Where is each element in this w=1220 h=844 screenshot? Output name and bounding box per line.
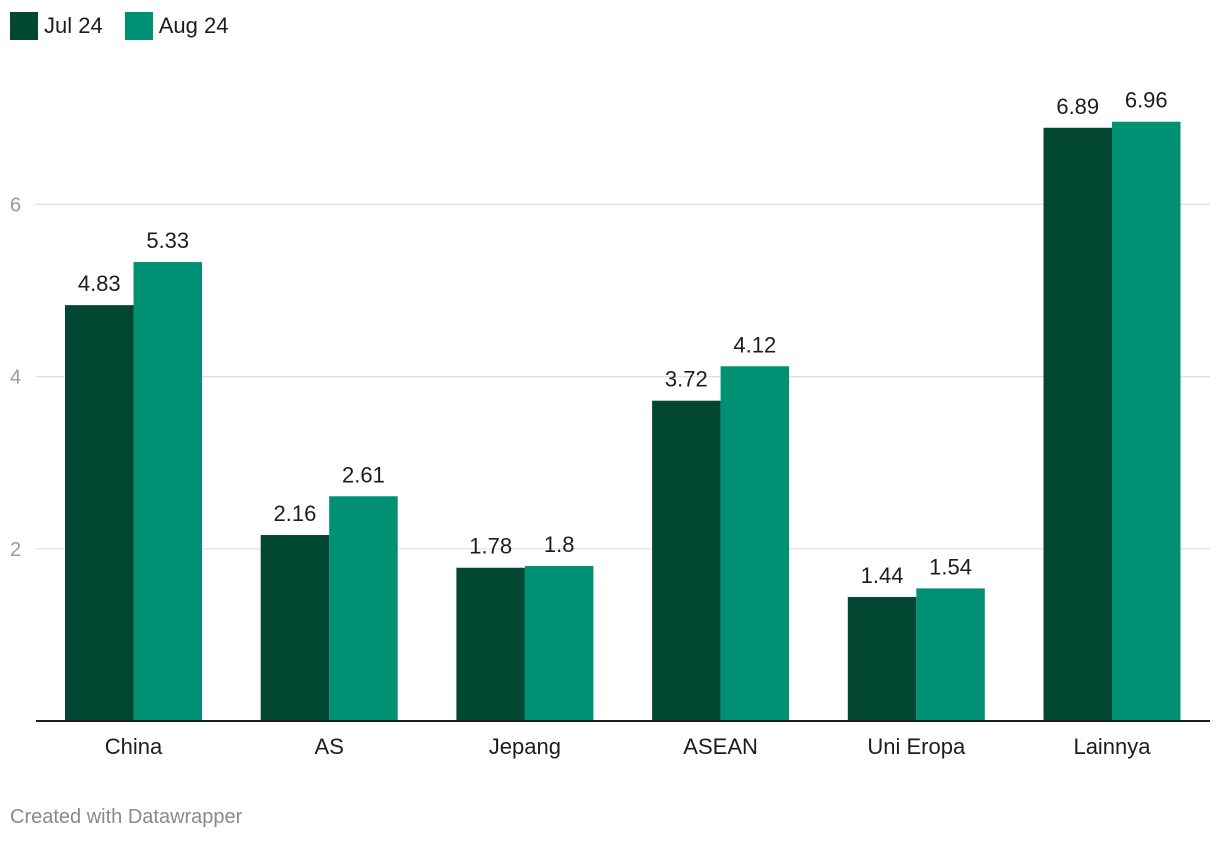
- data-label: 5.33: [146, 228, 189, 253]
- bar: [65, 305, 134, 721]
- data-label: 4.12: [733, 332, 776, 357]
- bar: [133, 262, 202, 721]
- legend-item-series-2: Aug 24: [124, 12, 229, 40]
- legend-swatch-series-1: [10, 12, 38, 40]
- x-tick-label: Jepang: [489, 734, 561, 759]
- bar: [456, 567, 525, 721]
- legend: Jul 24 Aug 24: [10, 12, 228, 40]
- data-label: 1.44: [861, 563, 904, 588]
- bar: [652, 400, 721, 721]
- y-tick-label: 4: [10, 367, 21, 389]
- legend-label-series-1: Jul 24: [44, 13, 103, 38]
- y-tick-label: 6: [10, 194, 21, 216]
- bar: [524, 566, 594, 721]
- data-label: 6.96: [1125, 88, 1168, 113]
- legend-item-series-1: Jul 24: [10, 12, 103, 40]
- bar: [916, 588, 985, 721]
- y-tick-label: 2: [10, 539, 21, 561]
- bar: [720, 366, 790, 721]
- x-tick-label: Lainnya: [1073, 734, 1151, 759]
- x-tick-label: Uni Eropa: [867, 734, 966, 759]
- data-label: 1.54: [929, 554, 972, 579]
- x-tick-label: ASEAN: [683, 734, 758, 759]
- bar: [329, 496, 398, 721]
- data-label: 2.16: [274, 501, 317, 526]
- bar: [1043, 127, 1112, 722]
- data-label: 3.72: [665, 367, 708, 392]
- legend-swatch-series-2: [124, 12, 153, 40]
- data-label: 2.61: [342, 462, 385, 487]
- data-label: 4.83: [78, 271, 121, 296]
- x-tick-label: AS: [315, 734, 344, 759]
- bar: [260, 535, 330, 721]
- legend-label-series-2: Aug 24: [158, 13, 229, 38]
- footer-credit: Created with Datawrapper: [10, 806, 243, 828]
- data-label: 1.78: [469, 534, 512, 559]
- bar: [847, 597, 917, 721]
- x-tick-label: China: [105, 734, 163, 759]
- bar: [1112, 121, 1181, 721]
- data-label: 6.89: [1056, 94, 1099, 119]
- data-label: 1.8: [544, 532, 575, 557]
